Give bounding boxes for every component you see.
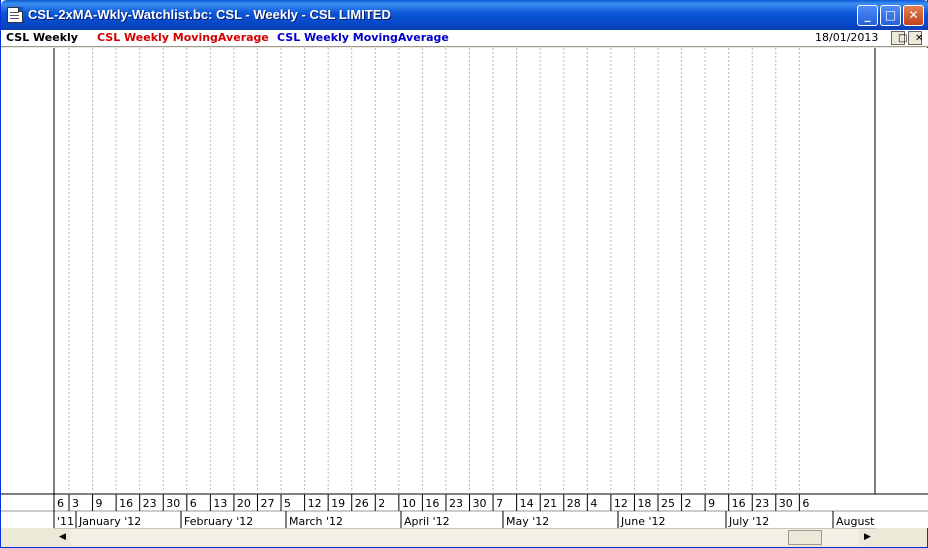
legend-bar: CSL Weekly CSL Weekly MovingAverage CSL … [1,30,928,47]
x-tick-label: 30 [473,497,487,510]
month-label: April '12 [404,515,450,528]
x-tick-label: 16 [119,497,133,510]
x-tick-label: 12 [308,497,322,510]
x-tick-label: 12 [614,497,628,510]
x-tick-label: 19 [331,497,345,510]
maximize-icon: □ [884,8,897,22]
x-tick-label: 6 [190,497,197,510]
x-tick-label: 4 [590,497,597,510]
restore-icon: □ [898,33,908,44]
x-tick-label: 23 [143,497,157,510]
pane-restore-button[interactable]: □ [891,31,908,45]
horizontal-scrollbar[interactable]: ◀ ▶ [54,528,876,546]
chart-background [1,48,928,528]
month-label: August [836,515,875,528]
scroll-thumb[interactable] [788,530,822,545]
legend-date: 18/01/2013 [815,31,879,44]
minimize-icon: _ [864,8,871,22]
left-arrow-icon: ◀ [59,532,66,542]
x-tick-label: 20 [237,497,251,510]
legend-instrument: CSL Weekly [6,31,78,44]
month-label: June '12 [620,515,665,528]
x-tick-label: 13 [213,497,227,510]
window-title: CSL-2xMA-Wkly-Watchlist.bc: CSL - Weekly… [28,7,391,22]
x-tick-label: 23 [449,497,463,510]
x-tick-label: 5 [284,497,291,510]
price-chart[interactable]: 3030313132323333343435353636373738383939… [1,48,928,528]
x-tick-label: 3 [72,497,79,510]
minimize-button[interactable]: _ [857,5,878,26]
maximize-button[interactable]: □ [880,5,901,26]
x-tick-label: 6 [57,497,64,510]
month-label: May '12 [506,515,549,528]
right-axis-panel [875,48,928,494]
month-label: February '12 [184,515,253,528]
month-label: January '12 [78,515,141,528]
x-tick-label: 28 [567,497,581,510]
close-button[interactable]: ✕ [903,5,924,26]
scroll-right-button[interactable]: ▶ [859,529,876,546]
x-tick-label: 18 [637,497,651,510]
x-tick-label: 2 [685,497,692,510]
x-tick-label: 30 [779,497,793,510]
legend-ma-red: CSL Weekly MovingAverage [97,31,269,44]
x-tick-label: 10 [402,497,416,510]
x-tick-label: 9 [96,497,103,510]
x-tick-label: 6 [802,497,809,510]
x-tick-label: 7 [496,497,503,510]
month-label: '11 [57,515,74,528]
x-tick-label: 9 [708,497,715,510]
right-arrow-icon: ▶ [864,532,871,542]
legend-ma-blue: CSL Weekly MovingAverage [277,31,449,44]
x-tick-label: 16 [732,497,746,510]
document-icon [7,7,23,23]
x-tick-label: 30 [166,497,180,510]
x-tick-label: 27 [260,497,274,510]
month-label: March '12 [289,515,343,528]
x-tick-label: 16 [425,497,439,510]
left-axis-panel [1,48,54,494]
close-icon: ✕ [908,8,919,22]
x-tick-label: 21 [543,497,557,510]
pane-close-button[interactable]: ✕ [908,31,924,45]
x-tick-label: 2 [378,497,385,510]
x-tick-label: 14 [520,497,534,510]
title-bar[interactable]: CSL-2xMA-Wkly-Watchlist.bc: CSL - Weekly… [1,0,928,30]
x-tick-label: 26 [355,497,369,510]
x-tick-label: 23 [755,497,769,510]
close-icon: ✕ [915,33,924,44]
month-label: July '12 [728,515,769,528]
scroll-left-button[interactable]: ◀ [54,529,71,546]
x-tick-label: 25 [661,497,675,510]
